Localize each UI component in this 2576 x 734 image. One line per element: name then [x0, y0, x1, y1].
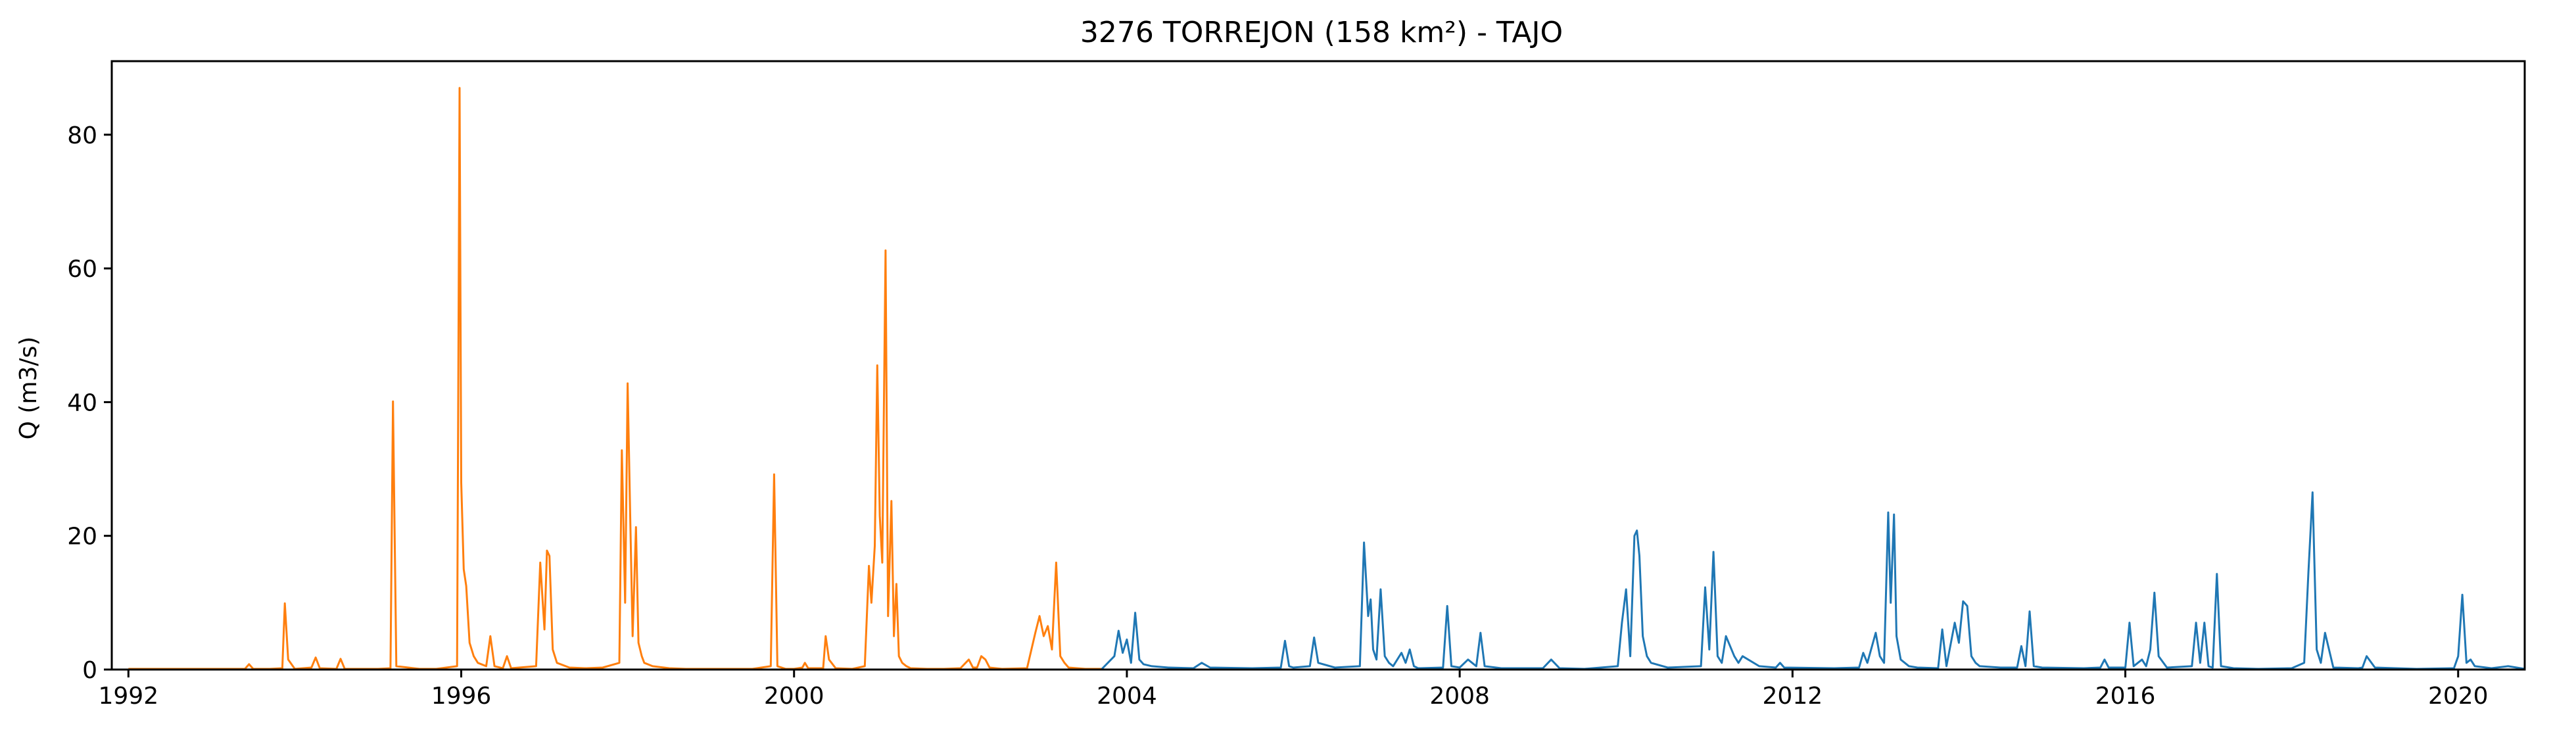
x-tick-label: 1996	[431, 683, 492, 710]
chart-title: 3276 TORREJON (158 km²) - TAJO	[1080, 16, 1563, 49]
y-tick-label: 20	[67, 524, 97, 550]
x-tick-label: 2008	[1429, 683, 1490, 710]
ticks-layer: 1992 1996 2000 2004 2008 2012 2016 2020 0 20 40 60 8…	[67, 122, 2488, 710]
series-line-2	[1101, 491, 2525, 670]
x-tick-label: 2020	[2428, 683, 2489, 710]
y-tick-label: 0	[82, 657, 97, 684]
x-tick-label: 2000	[764, 683, 824, 710]
y-tick-label: 60	[67, 256, 97, 283]
y-tick-label: 80	[67, 122, 97, 149]
x-tick-label: 2004	[1097, 683, 1157, 710]
x-tick-label: 1992	[98, 683, 158, 710]
y-axis-label: Q (m3/s)	[15, 337, 42, 440]
plot-frame	[110, 60, 2526, 671]
x-tick-label: 2016	[2095, 683, 2156, 710]
y-tick-label: 40	[67, 389, 97, 416]
x-tick-label: 2012	[1763, 683, 1823, 710]
series-line-1	[128, 87, 1102, 670]
series-layer	[128, 87, 2525, 670]
